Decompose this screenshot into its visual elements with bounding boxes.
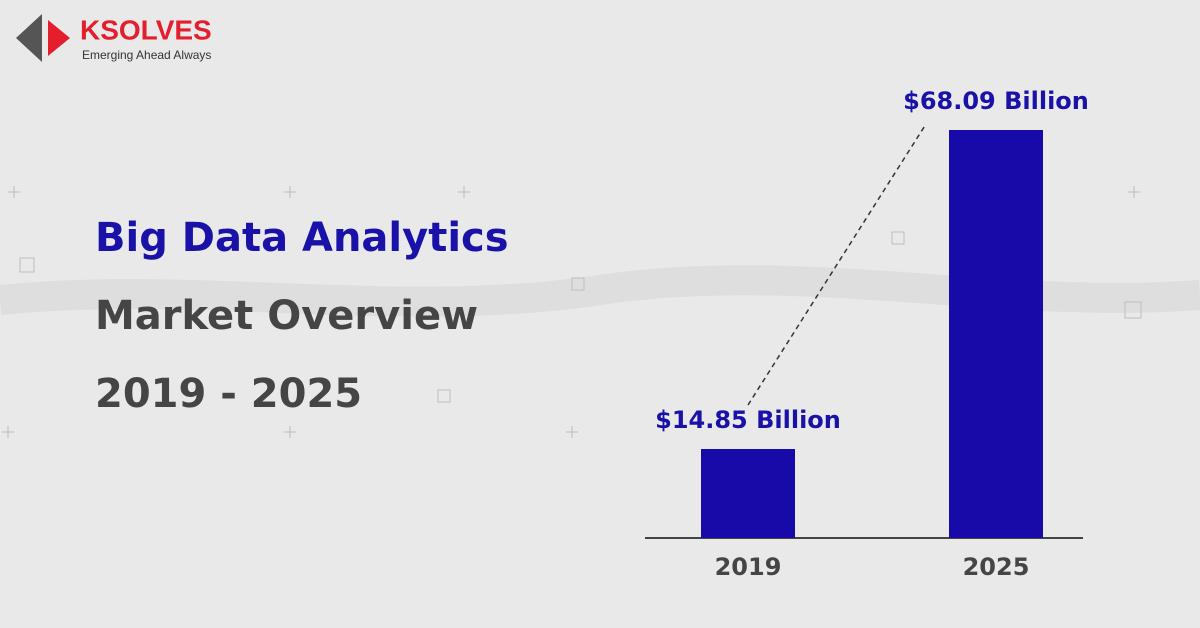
trend-connector — [747, 123, 927, 406]
title-line: Big Data Analytics — [95, 215, 509, 261]
value-label: $14.85 Billion — [655, 406, 841, 434]
logo-name: KSOLVES — [80, 14, 212, 45]
bar — [949, 130, 1043, 538]
logo-tagline: Emerging Ahead Always — [82, 48, 211, 62]
title-line: Market Overview — [95, 293, 478, 339]
x-tick-label: 2025 — [963, 553, 1030, 581]
logo: KSOLVES Emerging Ahead Always — [16, 14, 212, 62]
title-line: 2019 - 2025 — [95, 371, 362, 417]
value-label: $68.09 Billion — [903, 87, 1089, 115]
bar — [701, 449, 795, 538]
logo-icon — [48, 20, 70, 56]
x-tick-label: 2019 — [715, 553, 782, 581]
logo-icon — [16, 14, 42, 62]
